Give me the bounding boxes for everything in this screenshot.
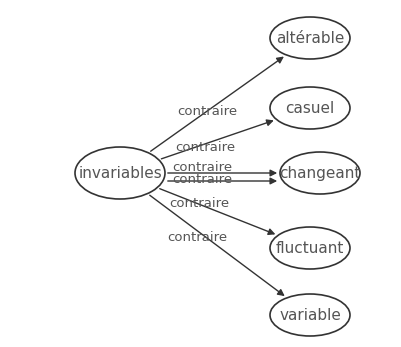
Text: contraire: contraire	[172, 172, 233, 186]
Ellipse shape	[75, 147, 165, 199]
Ellipse shape	[280, 152, 360, 194]
Text: changeant: changeant	[279, 166, 360, 180]
Text: invariables: invariables	[78, 166, 162, 180]
Ellipse shape	[270, 87, 350, 129]
Ellipse shape	[270, 294, 350, 336]
Text: fluctuant: fluctuant	[276, 240, 344, 255]
Text: contraire: contraire	[167, 231, 227, 244]
Text: contraire: contraire	[172, 161, 233, 174]
Ellipse shape	[270, 17, 350, 59]
Text: altérable: altérable	[276, 31, 344, 45]
Text: casuel: casuel	[286, 101, 334, 116]
Text: contraire: contraire	[170, 197, 230, 210]
Text: contraire: contraire	[175, 141, 235, 154]
Text: contraire: contraire	[177, 105, 237, 118]
Ellipse shape	[270, 227, 350, 269]
Text: variable: variable	[279, 307, 341, 322]
